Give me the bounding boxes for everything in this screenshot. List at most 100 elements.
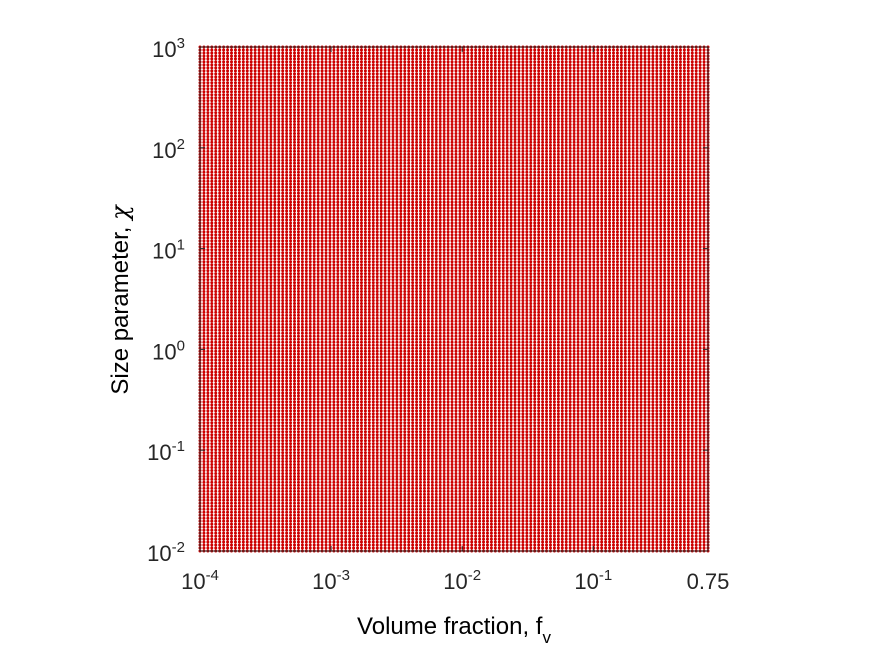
data-point: [304, 328, 308, 332]
data-point: [269, 263, 273, 267]
data-point: [233, 406, 237, 410]
data-point: [230, 87, 233, 91]
data-point: [245, 51, 249, 55]
data-point: [277, 466, 281, 469]
data-point: [222, 304, 226, 308]
data-point: [210, 176, 214, 180]
data-point: [285, 325, 289, 329]
data-point: [300, 495, 304, 499]
data-point: [296, 412, 300, 416]
data-point: [281, 427, 285, 431]
data-point: [265, 296, 269, 300]
data-point: [293, 486, 297, 490]
data-point: [304, 120, 308, 124]
data-point: [304, 543, 308, 547]
data-point: [230, 284, 233, 288]
data-point: [237, 161, 241, 165]
data-point: [214, 349, 218, 353]
data-point: [293, 304, 297, 308]
data-point: [293, 418, 297, 422]
data-point: [277, 451, 281, 455]
data-point: [273, 442, 277, 446]
data-point: [273, 406, 277, 410]
data-point: [269, 412, 273, 416]
data-point: [285, 361, 289, 365]
data-point: [206, 445, 210, 449]
data-point: [277, 284, 281, 288]
data-point: [218, 248, 222, 252]
data-point: [281, 477, 285, 481]
data-point: [237, 474, 241, 478]
data-point: [281, 310, 285, 314]
data-point: [289, 468, 293, 472]
data-point: [206, 93, 210, 97]
data-point: [300, 197, 304, 201]
data-point: [230, 394, 233, 398]
data-point: [296, 227, 300, 231]
data-point: [269, 209, 273, 213]
data-point: [300, 81, 304, 85]
data-point: [257, 522, 261, 526]
data-point: [300, 468, 304, 472]
data-point: [237, 364, 241, 368]
data-point: [289, 269, 293, 273]
data-point: [245, 352, 249, 356]
data-point: [281, 513, 285, 517]
data-point: [300, 355, 304, 359]
data-point: [308, 290, 312, 294]
data-point: [249, 81, 253, 85]
data-point: [249, 328, 253, 332]
data-point: [237, 203, 241, 207]
data-point: [249, 143, 253, 147]
data-point: [222, 546, 226, 550]
data-point: [261, 382, 265, 386]
data-point: [312, 424, 316, 428]
data-point: [202, 257, 206, 261]
data-point: [285, 278, 289, 282]
data-point: [257, 284, 261, 288]
data-point: [277, 140, 281, 144]
data-point: [293, 161, 297, 165]
data-point: [277, 155, 281, 159]
data-point: [257, 131, 261, 135]
data-point: [233, 412, 237, 416]
data-point: [245, 427, 249, 431]
data-point: [312, 430, 316, 434]
data-point: [206, 105, 210, 109]
data-point: [206, 385, 210, 389]
data-point: [285, 328, 289, 332]
data-point: [214, 176, 218, 180]
data-point: [308, 343, 312, 347]
data-point: [296, 143, 300, 147]
data-point: [214, 397, 218, 401]
data-point: [293, 507, 297, 511]
data-point: [261, 477, 265, 481]
data-point: [289, 218, 293, 222]
data-point: [230, 251, 233, 255]
data-point: [308, 412, 312, 416]
data-point: [222, 346, 226, 350]
data-point: [289, 90, 293, 94]
data-point: [296, 146, 300, 150]
data-point: [222, 233, 226, 237]
data-point: [289, 48, 293, 52]
data-point: [230, 134, 233, 138]
data-point: [222, 522, 226, 526]
data-point: [273, 215, 277, 219]
data-point: [293, 451, 297, 455]
data-point: [241, 501, 245, 505]
data-point: [304, 406, 308, 410]
data-point: [296, 251, 300, 255]
data-point: [289, 457, 293, 461]
data-point: [218, 400, 222, 404]
data-point: [304, 525, 308, 529]
data-point: [245, 161, 249, 165]
data-point: [304, 105, 308, 109]
data-point: [261, 421, 265, 425]
data-point: [206, 278, 210, 282]
data-point: [277, 191, 281, 195]
data-point: [249, 379, 253, 383]
data-point: [293, 522, 297, 526]
data-point: [226, 436, 230, 440]
data-point: [210, 325, 214, 329]
